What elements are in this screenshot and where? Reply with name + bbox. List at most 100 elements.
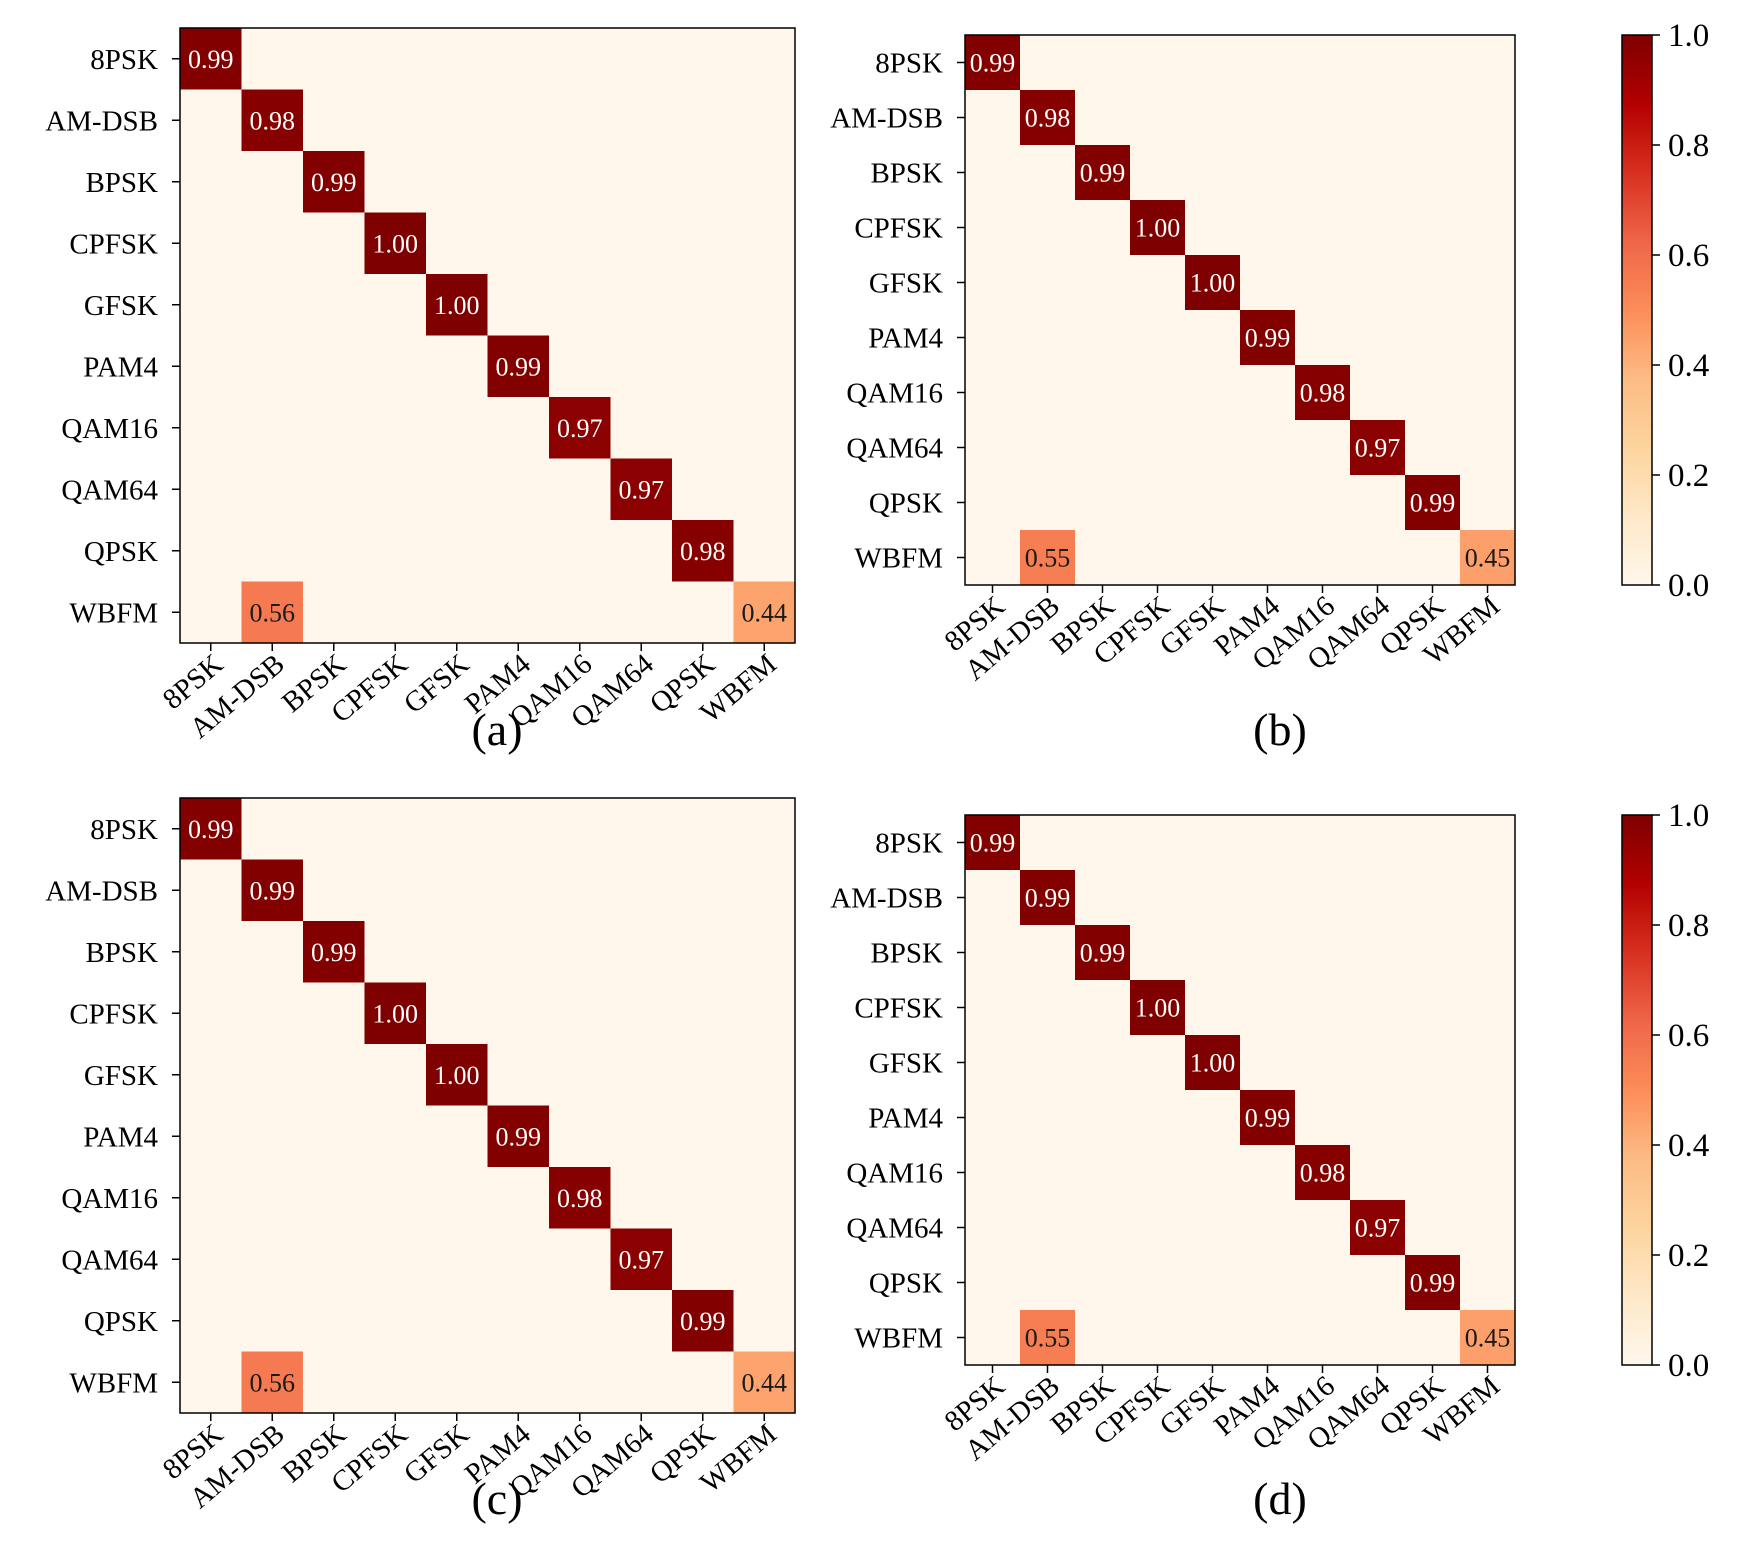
y-tick-label: PAM4 bbox=[868, 1103, 943, 1135]
heatmap-cell bbox=[733, 458, 796, 521]
heatmap-cell bbox=[487, 151, 550, 214]
heatmap-cell bbox=[1020, 530, 1076, 586]
heatmap-cell bbox=[1185, 1200, 1241, 1256]
heatmap-cell bbox=[733, 28, 796, 91]
heatmap-cell bbox=[303, 581, 366, 644]
cell-value-label: 0.97 bbox=[1355, 434, 1401, 463]
heatmap-cell bbox=[1185, 310, 1241, 366]
heatmap-cell bbox=[965, 90, 1021, 146]
heatmap-cell bbox=[1295, 1145, 1351, 1201]
heatmap-cell bbox=[241, 921, 304, 984]
heatmap-cell bbox=[1185, 145, 1241, 201]
y-tick-label: QPSK bbox=[84, 1306, 158, 1338]
heatmap-cell bbox=[1295, 530, 1351, 586]
heatmap-cell bbox=[180, 1105, 243, 1168]
heatmap-cell bbox=[1075, 1255, 1131, 1311]
y-tick-label: CPFSK bbox=[69, 228, 158, 260]
heatmap-cell bbox=[1460, 1145, 1516, 1201]
heatmap-cell bbox=[965, 200, 1021, 256]
cell-value-label: 1.00 bbox=[434, 1061, 480, 1090]
heatmap-cell bbox=[733, 1167, 796, 1230]
heatmap-cell bbox=[733, 274, 796, 337]
heatmap-cell bbox=[1075, 815, 1131, 871]
heatmap-cell bbox=[1405, 1090, 1461, 1146]
heatmap-cell bbox=[965, 980, 1021, 1036]
heatmap-cell bbox=[426, 520, 489, 583]
heatmap-cell bbox=[1295, 980, 1351, 1036]
heatmap-cell bbox=[1240, 925, 1296, 981]
heatmap-cell bbox=[1295, 870, 1351, 926]
heatmap-cell bbox=[1020, 475, 1076, 531]
heatmap-cell bbox=[303, 1290, 366, 1353]
heatmap-cell bbox=[1020, 1310, 1076, 1366]
heatmap-cell bbox=[610, 458, 673, 521]
heatmap-cell bbox=[241, 520, 304, 583]
heatmap-cell bbox=[610, 1105, 673, 1168]
heatmap-cell bbox=[1185, 255, 1241, 311]
cell-value-label: 0.99 bbox=[970, 829, 1016, 858]
heatmap-cell bbox=[672, 28, 735, 91]
heatmap-cell bbox=[733, 89, 796, 152]
y-tick-label: CPFSK bbox=[69, 998, 158, 1030]
heatmap-cell bbox=[610, 1290, 673, 1353]
heatmap-cell bbox=[241, 212, 304, 275]
heatmap-cell bbox=[1075, 530, 1131, 586]
heatmap-cell bbox=[1020, 815, 1076, 871]
heatmap-cell bbox=[364, 859, 427, 922]
heatmap-cell bbox=[610, 335, 673, 398]
y-tick-label: 8PSK bbox=[90, 44, 158, 76]
colorbar: 0.0 0.2 0.4 0.6 0.8 1.0 bbox=[1621, 18, 1709, 604]
heatmap-cell bbox=[426, 212, 489, 275]
x-tick-label: GFSK bbox=[398, 648, 475, 720]
heatmap-cell bbox=[1350, 365, 1406, 421]
heatmap-cell bbox=[672, 1351, 735, 1414]
heatmap-cell bbox=[303, 89, 366, 152]
heatmap-cell bbox=[672, 520, 735, 583]
heatmap-cell bbox=[672, 458, 735, 521]
heatmap-cell bbox=[1240, 1310, 1296, 1366]
heatmap-cell bbox=[965, 1310, 1021, 1366]
cell-value-label: 0.98 bbox=[250, 106, 296, 135]
heatmap-cell bbox=[1075, 980, 1131, 1036]
heatmap-cell bbox=[549, 458, 612, 521]
heatmap-cell bbox=[1405, 870, 1461, 926]
heatmap-cell bbox=[487, 1105, 550, 1168]
y-tick-label: QPSK bbox=[869, 1268, 943, 1300]
heatmap-cell bbox=[672, 212, 735, 275]
heatmap-cell bbox=[610, 1228, 673, 1291]
heatmap-cell bbox=[241, 1228, 304, 1291]
heatmap-cell bbox=[672, 274, 735, 337]
y-tick-label: QAM64 bbox=[846, 1213, 943, 1245]
colorbar-gradient bbox=[1621, 814, 1653, 1366]
heatmap-cell bbox=[364, 89, 427, 152]
heatmap-cell bbox=[180, 921, 243, 984]
heatmap-cell bbox=[1020, 365, 1076, 421]
heatmap-cell bbox=[1240, 870, 1296, 926]
heatmap-cell bbox=[1020, 1145, 1076, 1201]
heatmap-cell bbox=[426, 1167, 489, 1230]
y-tick-label: BPSK bbox=[85, 167, 158, 199]
heatmap-cell bbox=[1075, 310, 1131, 366]
y-tick-label: QAM64 bbox=[61, 474, 158, 506]
heatmap-cell bbox=[1185, 1310, 1241, 1366]
heatmap-cell bbox=[672, 1105, 735, 1168]
heatmap-cell bbox=[672, 921, 735, 984]
heatmap-cell bbox=[1460, 1035, 1516, 1091]
cell-value-label: 0.98 bbox=[1025, 104, 1071, 133]
heatmap-cell bbox=[1075, 1200, 1131, 1256]
cell-value-label: 0.99 bbox=[1025, 884, 1071, 913]
heatmap-cell bbox=[303, 397, 366, 460]
heatmap-cell bbox=[487, 520, 550, 583]
cell-value-label: 0.45 bbox=[1465, 1324, 1511, 1353]
heatmap-cell bbox=[1460, 310, 1516, 366]
cell-value-label: 0.56 bbox=[250, 598, 296, 627]
heatmap-cell bbox=[487, 859, 550, 922]
heatmap-cell bbox=[364, 1044, 427, 1107]
heatmap-cell bbox=[965, 1035, 1021, 1091]
heatmap-panel-c: 0.99 0.99 0.99 1.00 1.00 0.99 0.98 0.97 0.99 0.56… bbox=[45, 797, 796, 1524]
cell-value-label: 0.56 bbox=[250, 1368, 296, 1397]
heatmap-cell bbox=[1185, 1035, 1241, 1091]
heatmap-cell bbox=[1185, 925, 1241, 981]
heatmap-cell bbox=[549, 1167, 612, 1230]
